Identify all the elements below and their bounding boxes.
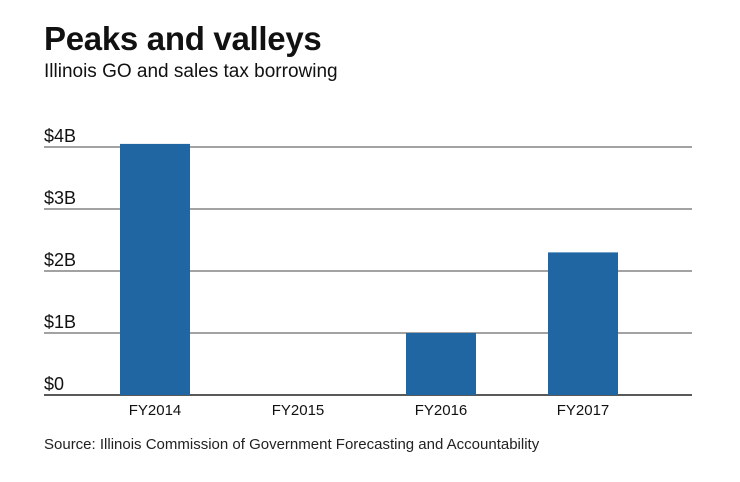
y-tick-label: $0 [44, 374, 64, 394]
bar [120, 143, 190, 395]
x-tick-label: FY2017 [557, 402, 610, 419]
x-tick-label: FY2016 [415, 402, 468, 419]
source-note: Source: Illinois Commission of Governmen… [44, 436, 540, 453]
y-tick-label: $3B [44, 188, 76, 208]
y-tick-label: $1B [44, 312, 76, 332]
x-tick-label: FY2014 [129, 402, 182, 419]
bar [406, 333, 476, 395]
y-tick-label: $4B [44, 126, 76, 146]
x-tick-label: FY2015 [272, 402, 325, 419]
chart-subtitle: Illinois GO and sales tax borrowing [44, 61, 338, 82]
chart-title: Peaks and valleys [44, 20, 322, 57]
y-tick-label: $2B [44, 250, 76, 270]
bar [548, 252, 618, 395]
